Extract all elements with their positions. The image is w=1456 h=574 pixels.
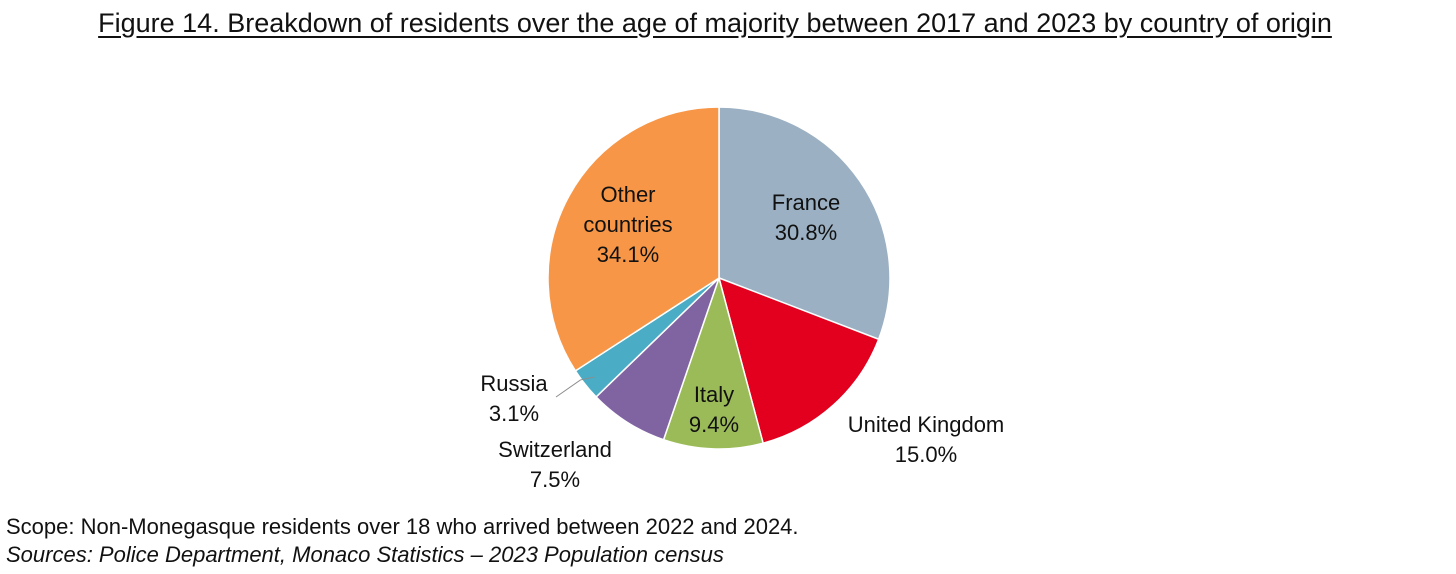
- pie-slice-united-kingdom: [717, 276, 880, 445]
- data-label-name: Italy: [694, 382, 734, 407]
- data-label-value: 15.0%: [895, 442, 957, 467]
- sources-note: Sources: Police Department, Monaco Stati…: [6, 542, 724, 567]
- data-label-russia: Russia 3.1%: [480, 371, 548, 426]
- data-label-name: countries: [583, 212, 672, 237]
- data-label-italy: Italy 9.4%: [689, 382, 739, 437]
- data-label-value: 3.1%: [489, 401, 539, 426]
- data-label-france: France 30.8%: [772, 190, 840, 245]
- scope-note: Scope: Non-Monegasque residents over 18 …: [6, 514, 799, 539]
- data-label-other-countries: Other countries 34.1%: [583, 182, 672, 267]
- data-label-name: Switzerland: [498, 437, 612, 462]
- data-label-united-kingdom: United Kingdom 15.0%: [848, 412, 1005, 467]
- data-label-name: Other: [600, 182, 655, 207]
- data-label-value: 30.8%: [775, 220, 837, 245]
- chart-title: Figure 14. Breakdown of residents over t…: [98, 8, 1332, 38]
- data-label-name: Russia: [480, 371, 548, 396]
- pie-slice-france: [718, 106, 891, 341]
- pie-slice-other-countries: [547, 106, 720, 372]
- data-label-switzerland: Switzerland 7.5%: [498, 437, 612, 492]
- pie-slice-italy: [662, 275, 765, 450]
- data-label-name: United Kingdom: [848, 412, 1005, 437]
- data-label-value: 7.5%: [530, 467, 580, 492]
- leader-line-russia: [555, 376, 595, 398]
- data-label-value: 34.1%: [597, 242, 659, 267]
- data-label-value: 9.4%: [689, 412, 739, 437]
- data-label-name: France: [772, 190, 840, 215]
